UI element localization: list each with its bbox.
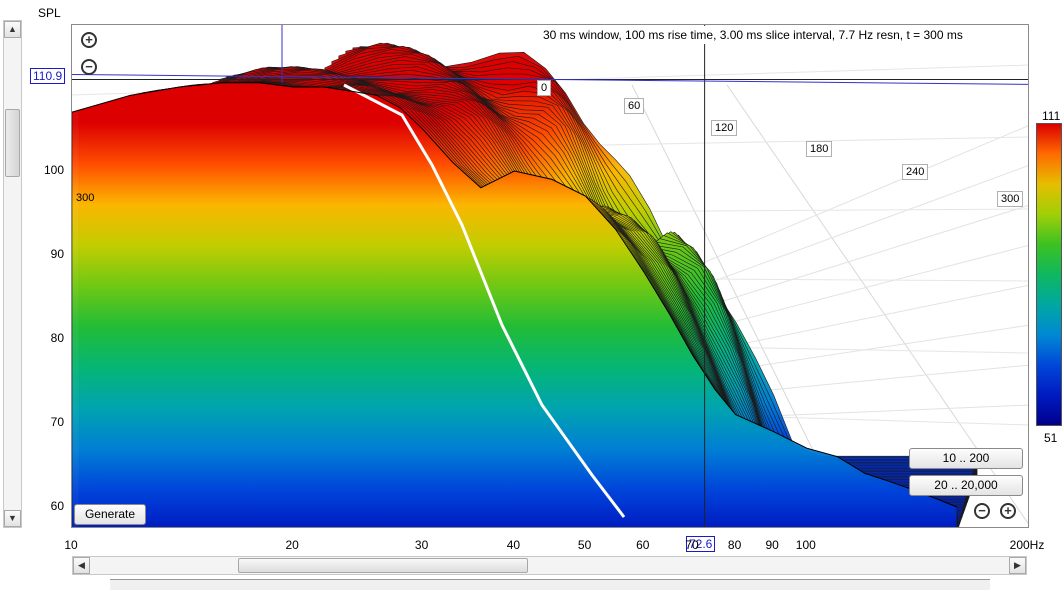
x-tick-label: 60	[636, 538, 650, 552]
y-tick-label: 90	[50, 247, 64, 261]
chart-title: 30 ms window, 100 ms rise time, 3.00 ms …	[540, 26, 966, 44]
x-tick-label: 90	[765, 538, 779, 552]
range-10-200-button[interactable]: 10 .. 200	[909, 448, 1023, 469]
vertical-scrollbar[interactable]: ▲ ▼	[3, 20, 22, 528]
scroll-up-button[interactable]: ▲	[4, 21, 21, 38]
y-axis-title: SPL	[38, 6, 61, 20]
triangle-down-icon: ▼	[8, 513, 17, 523]
zoom-out-horizontal-button[interactable]: −	[974, 503, 990, 519]
time-label: 300	[997, 191, 1024, 207]
x-tick-label: 50	[577, 538, 592, 552]
time-label: 0	[537, 80, 552, 96]
series-line	[72, 82, 957, 508]
x-tick-label: 70	[685, 538, 699, 552]
triangle-left-icon: ◀	[78, 560, 85, 570]
x-tick-label: 30	[414, 538, 429, 552]
waterfall-plot-area[interactable]	[71, 24, 1029, 528]
x-tick-label: 200Hz	[1009, 538, 1045, 552]
x-tick-label: 40	[506, 538, 521, 552]
vertical-scroll-thumb[interactable]	[5, 109, 20, 177]
colorbar-max-label: 111	[1042, 109, 1061, 123]
y-tick-label: 80	[50, 331, 64, 345]
zoom-out-vertical-button[interactable]: −	[81, 59, 97, 75]
generate-button[interactable]: Generate	[74, 504, 146, 525]
horizontal-scroll-thumb[interactable]	[238, 558, 528, 573]
waterfall-slices	[72, 42, 978, 527]
zoom-in-horizontal-button[interactable]: +	[1000, 503, 1016, 519]
triangle-right-icon: ▶	[1014, 560, 1021, 570]
triangle-up-icon: ▲	[8, 24, 17, 34]
minus-circle-icon: −	[978, 503, 986, 518]
cursor-spl-readout: 110.9	[30, 68, 66, 84]
plus-circle-icon: +	[85, 32, 93, 47]
x-tick-label: 100	[795, 538, 816, 552]
horizontal-scrollbar[interactable]: ◀ ▶	[72, 556, 1027, 575]
scroll-right-button[interactable]: ▶	[1009, 557, 1026, 574]
x-tick-label: 80	[727, 538, 742, 552]
time-label: 240	[902, 164, 929, 180]
time-label: 120	[711, 120, 738, 136]
y-tick-label: 70	[50, 415, 64, 429]
time-label: 180	[806, 141, 833, 157]
zoom-in-vertical-button[interactable]: +	[81, 32, 97, 48]
legend-strip	[110, 579, 990, 590]
colorbar	[1036, 123, 1062, 426]
minus-circle-icon: −	[85, 59, 93, 74]
front-slice-label: 300	[76, 192, 95, 204]
time-label: 60	[624, 98, 645, 114]
plus-circle-icon: +	[1004, 503, 1012, 518]
cursor-frequency-readout: 72.6	[686, 536, 716, 552]
cursor-guide-line	[72, 73, 1028, 85]
x-tick-label: 10	[64, 538, 78, 552]
x-tick-label: 20	[285, 538, 299, 552]
y-tick-label: 100	[43, 163, 64, 177]
waterfall-svg	[72, 25, 1028, 527]
y-tick-label: 60	[50, 499, 64, 513]
scroll-down-button[interactable]: ▼	[4, 510, 21, 527]
peak-trace	[343, 83, 626, 518]
range-20-20000-button[interactable]: 20 .. 20,000	[909, 475, 1023, 496]
colorbar-min-label: 51	[1044, 431, 1058, 445]
scroll-left-button[interactable]: ◀	[73, 557, 90, 574]
